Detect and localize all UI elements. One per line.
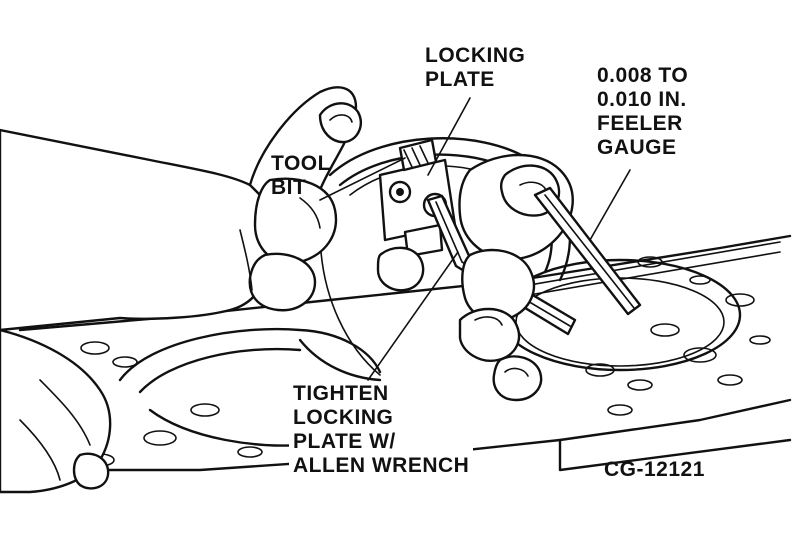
tool-bit-leader bbox=[319, 157, 406, 201]
lower-left-hand bbox=[0, 328, 112, 494]
tighten-label-line-1: TIGHTEN bbox=[293, 382, 389, 405]
feeler-gauge-label-line-4: GAUGE bbox=[597, 136, 677, 159]
locking-plate-label-line-2: PLATE bbox=[425, 68, 495, 91]
leader-lines bbox=[319, 97, 631, 381]
locking-plate-leader bbox=[427, 97, 471, 176]
tool-bit-label: TOOL BIT bbox=[271, 152, 331, 200]
left-hand bbox=[0, 86, 362, 332]
figure-code: CG-12121 bbox=[604, 458, 705, 481]
tighten-leader bbox=[367, 251, 459, 381]
feeler-gauge-leader bbox=[589, 169, 631, 241]
tighten-label: TIGHTEN LOCKING PLATE W/ ALLEN WRENCH bbox=[289, 382, 474, 478]
tool-bit-label-line-1: TOOL bbox=[271, 152, 331, 175]
tool-bit-label-line-2: BIT bbox=[271, 176, 307, 199]
feeler-gauge-label-line-2: 0.010 IN. bbox=[597, 88, 687, 111]
feeler-gauge-label: 0.008 TO 0.010 IN. FEELER GAUGE bbox=[597, 64, 688, 160]
allen-wrench bbox=[426, 194, 577, 336]
feeler-gauge bbox=[533, 186, 642, 316]
feeler-gauge-label-line-3: FEELER bbox=[597, 112, 683, 135]
tighten-label-line-2: LOCKING bbox=[293, 406, 394, 429]
locking-plate-label-line-1: LOCKING bbox=[425, 44, 526, 67]
feeler-gauge-label-line-1: 0.008 TO bbox=[597, 64, 689, 87]
tighten-label-line-4: ALLEN WRENCH bbox=[293, 454, 470, 477]
right-hand bbox=[376, 153, 574, 402]
tighten-label-line-3: PLATE W/ bbox=[293, 430, 396, 453]
locking-plate-label: LOCKING PLATE bbox=[425, 44, 525, 92]
